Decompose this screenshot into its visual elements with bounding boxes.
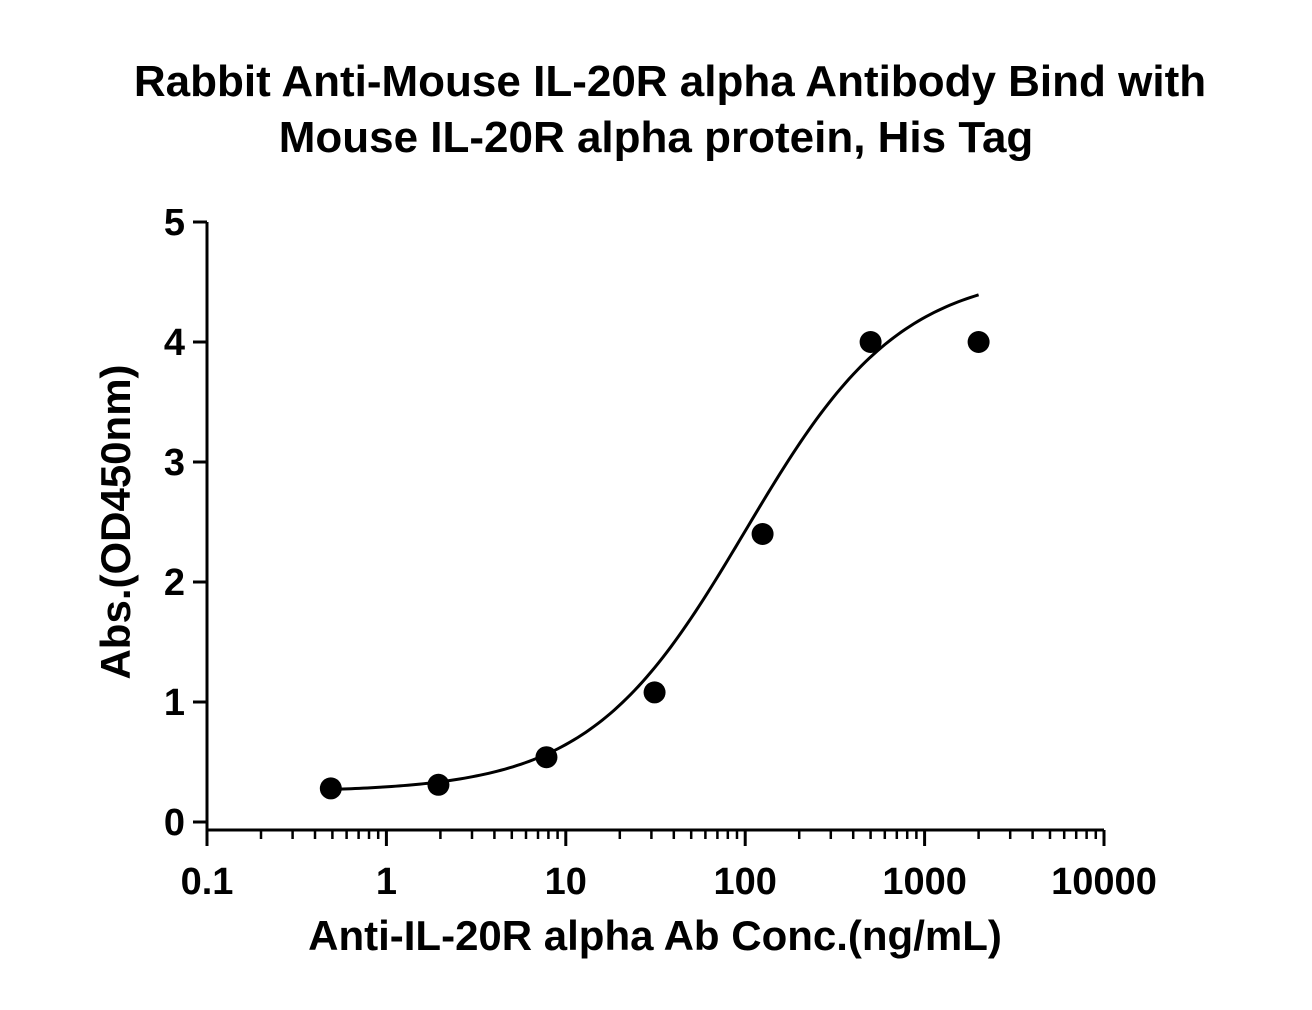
data-point — [319, 777, 342, 800]
data-point — [751, 523, 774, 545]
data-point — [427, 773, 450, 796]
x-tick-label: 1000 — [882, 861, 967, 903]
axes: 0 1 2 3 4 5 0.1 1 10 100 1000 10000 — [164, 202, 1157, 903]
y-tick-label: 2 — [164, 562, 185, 604]
data-point — [535, 746, 558, 769]
chart-title: Rabbit Anti-Mouse IL-20R alpha Antibody … — [134, 57, 1206, 162]
y-axis-label: Abs.(OD450nm) — [92, 364, 139, 679]
fit-curve — [330, 293, 980, 791]
y-tick-label: 1 — [164, 682, 185, 724]
x-tick-label: 100 — [713, 861, 776, 903]
y-tick-label: 4 — [164, 322, 185, 364]
y-tick-label: 5 — [164, 202, 185, 244]
data-points — [319, 331, 990, 800]
y-tick-label: 3 — [164, 442, 185, 484]
data-point — [967, 331, 990, 353]
x-tick-label: 10 — [545, 861, 587, 903]
data-point — [859, 331, 882, 353]
x-tick-label: 0.1 — [181, 861, 234, 903]
x-tick-label: 1 — [376, 861, 397, 903]
data-point — [643, 681, 666, 704]
chart-title-line-2: Mouse IL-20R alpha protein, His Tag — [279, 113, 1034, 162]
fit-curve-group — [330, 293, 980, 791]
x-axis-label: Anti-IL-20R alpha Ab Conc.(ng/mL) — [308, 912, 1002, 959]
chart-title-line-1: Rabbit Anti-Mouse IL-20R alpha Antibody … — [134, 57, 1206, 106]
x-tick-label: 10000 — [1051, 861, 1157, 903]
y-tick-label: 0 — [164, 802, 185, 844]
